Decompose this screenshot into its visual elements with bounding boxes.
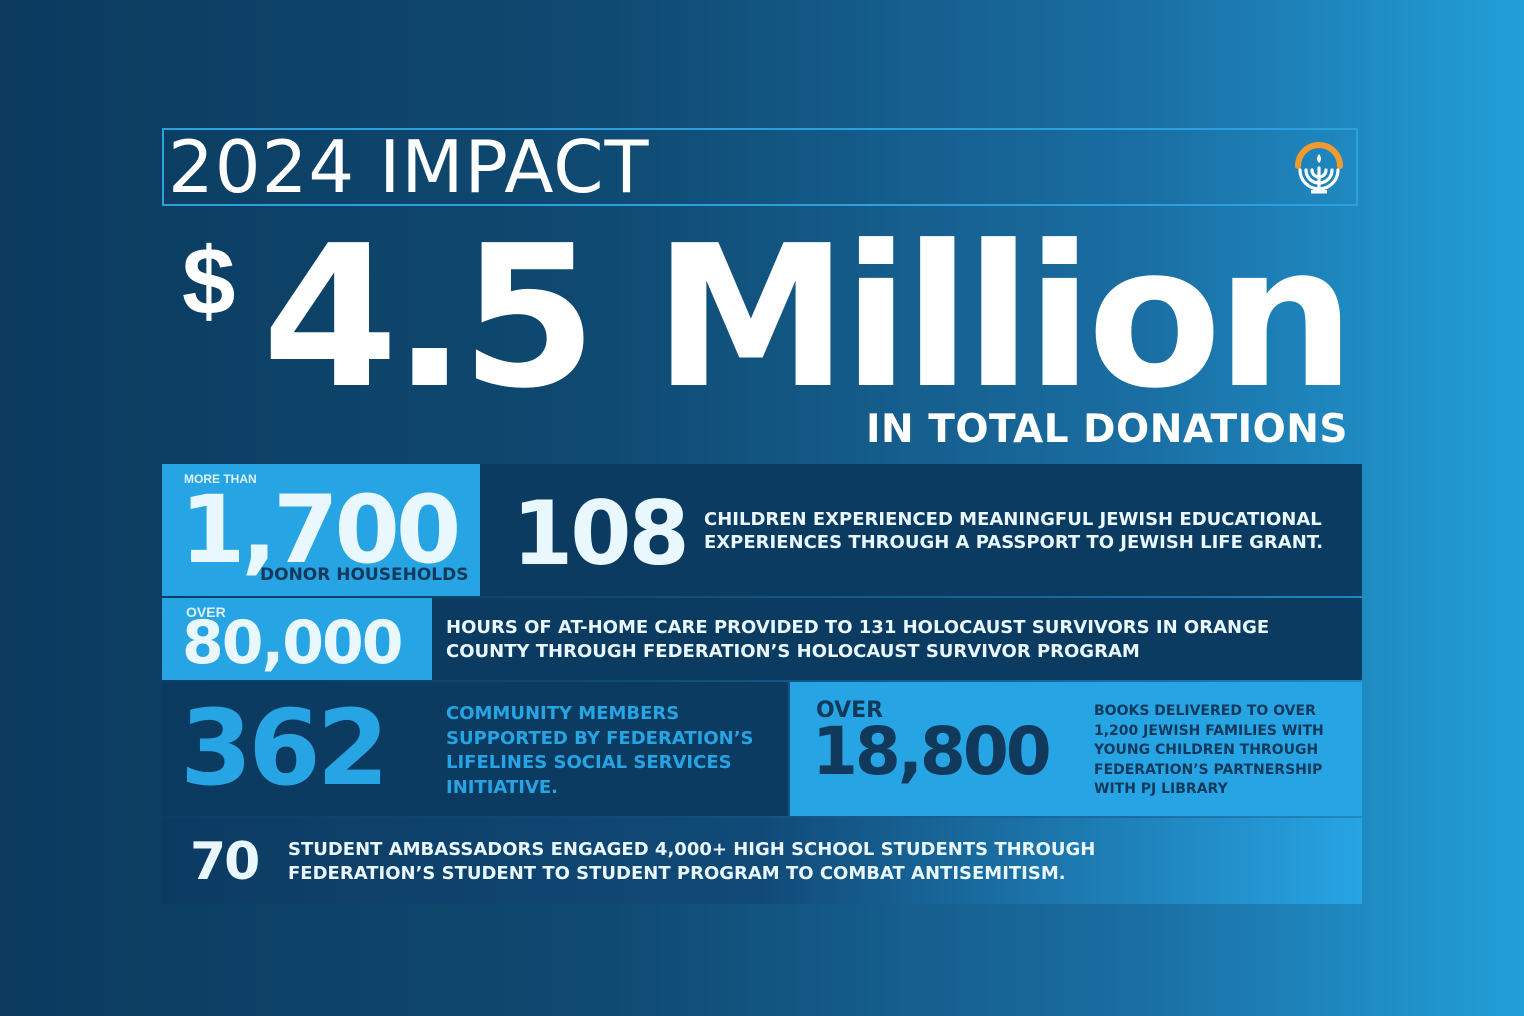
care-hours-prefix: OVER <box>186 604 226 620</box>
donor-households-panel <box>162 464 480 596</box>
children-description: CHILDREN EXPERIENCED MEANINGFUL JEWISH E… <box>704 509 1324 553</box>
page-title: 2024 IMPACT <box>168 125 650 209</box>
donor-households-label: DONOR HOUSEHOLDS <box>260 565 469 585</box>
student-ambassadors-description: STUDENT AMBASSADORS ENGAGED 4,000+ HIGH … <box>288 839 1096 884</box>
currency-symbol: $ <box>182 228 236 335</box>
stats-row-2 <box>162 598 1362 680</box>
total-donations-label: IN TOTAL DONATIONS <box>866 407 1348 452</box>
books-prefix: OVER <box>816 698 884 723</box>
student-ambassadors-number: 70 <box>190 832 260 892</box>
books-number: 18,800 <box>812 713 1052 790</box>
donor-households-prefix: MORE THAN <box>184 472 257 486</box>
books-description: BOOKS DELIVERED TO OVER 1,200 JEWISH FAM… <box>1094 703 1324 797</box>
care-hours-description: HOURS OF AT-HOME CARE PROVIDED TO 131 HO… <box>446 617 1270 662</box>
menorah-logo-icon <box>1295 142 1343 194</box>
community-members-number: 362 <box>180 687 389 809</box>
stats-row-4 <box>162 818 1362 904</box>
total-donations-amount: 4.5 Million <box>262 204 1355 432</box>
title-frame <box>162 128 1358 206</box>
children-number: 108 <box>512 482 690 585</box>
donor-households-number: 1,700 <box>180 476 461 585</box>
community-panel <box>162 682 788 816</box>
books-panel <box>790 682 1362 816</box>
community-members-description: COMMUNITY MEMBERS SUPPORTED BY FEDERATIO… <box>446 703 754 798</box>
care-hours-number: 80,000 <box>182 608 404 678</box>
